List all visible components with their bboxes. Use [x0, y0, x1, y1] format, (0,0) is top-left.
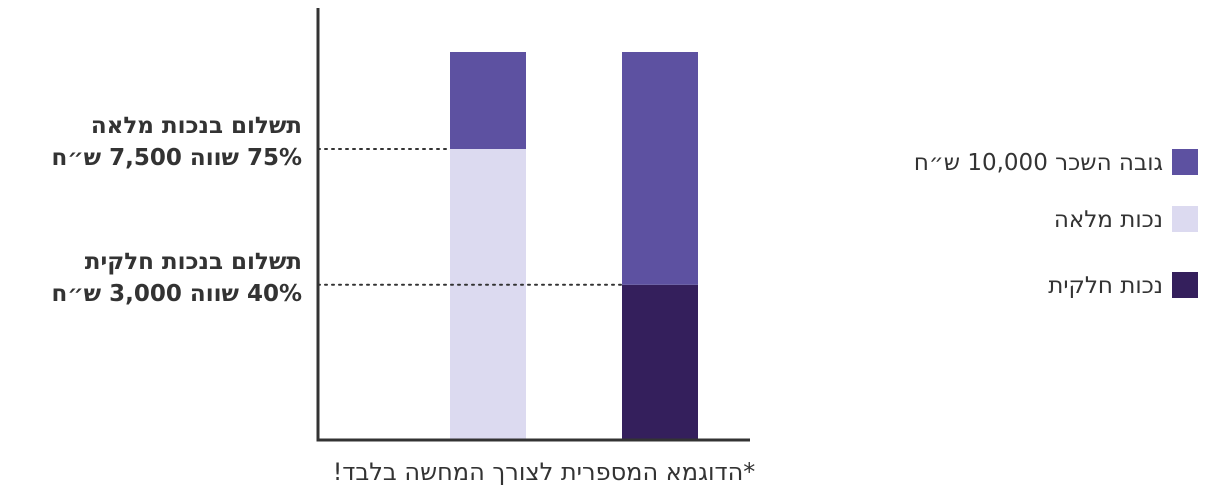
bar-2-segment-3 — [622, 52, 698, 285]
legend-label-2: נכות מלאה — [1054, 207, 1163, 233]
legend-label-3: נכות חלקית — [1048, 273, 1163, 299]
legend-label-1: גובה השכר 10,000 ש״ח — [914, 150, 1163, 176]
bar-1-segment-3 — [450, 52, 526, 149]
legend-swatch-3 — [1172, 272, 1198, 298]
legend-swatch-2 — [1172, 206, 1198, 232]
reference-label-2-line-1: תשלום בנכות חלקית — [85, 249, 302, 275]
bar-2-segment-2 — [622, 284, 698, 440]
footnote: *הדוגמא המספרית לצורך המחשה בלבד! — [333, 458, 756, 486]
legend: גובה השכר 10,000 ש״ח נכות מלאה נכות חלקית — [914, 149, 1198, 299]
bars-group — [450, 52, 698, 440]
bar-1-segment-1 — [450, 149, 526, 440]
legend-swatch-1 — [1172, 149, 1198, 175]
axes-group — [316, 8, 750, 442]
reference-label-1-line-2: 75% שווה 7,500 ש״ח — [52, 145, 302, 171]
reference-lines-group — [317, 148, 623, 286]
reference-label-1-line-1: תשלום בנכות מלאה — [91, 113, 302, 139]
reference-labels-group: תשלום בנכות מלאה 75% שווה 7,500 ש״ח תשלום … — [52, 113, 302, 307]
reference-label-2-line-2: 40% שווה 3,000 ש״ח — [52, 281, 302, 307]
